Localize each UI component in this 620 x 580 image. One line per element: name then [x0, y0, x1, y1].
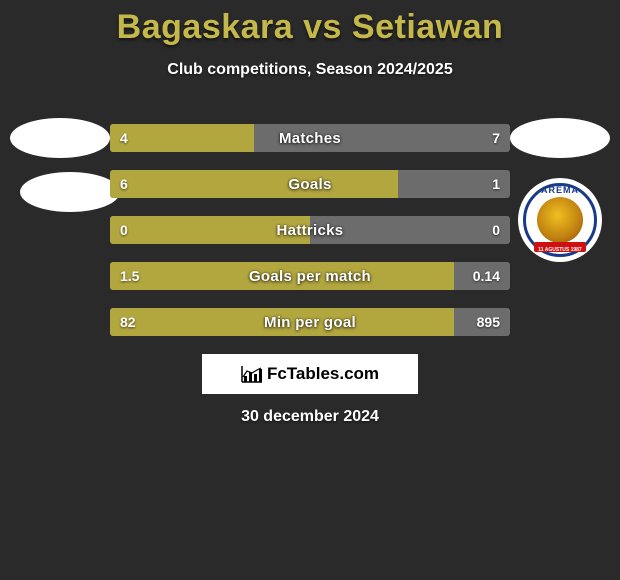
bar-chart-icon: [241, 365, 263, 383]
title-vs: vs: [303, 8, 342, 46]
stat-label: Goals per match: [110, 262, 510, 290]
stat-label: Hattricks: [110, 216, 510, 244]
watermark-text: FcTables.com: [267, 364, 379, 384]
stat-label: Goals: [110, 170, 510, 198]
club-badge-lion-icon: [537, 197, 583, 243]
club-badge-ring: AREMA 11 AGUSTUS 1987: [523, 183, 597, 257]
watermark: FcTables.com: [202, 354, 418, 394]
stat-row: 61Goals: [110, 170, 510, 198]
stat-row: 00Hattricks: [110, 216, 510, 244]
comparison-bars: 47Matches 61Goals 00Hattricks 1.50.14Goals …: [110, 124, 510, 354]
player-left-club-badge: [20, 172, 120, 212]
stat-row: 82895Min per goal: [110, 308, 510, 336]
stat-label: Min per goal: [110, 308, 510, 336]
stat-row: 1.50.14Goals per match: [110, 262, 510, 290]
player-right-name: Setiawan: [352, 8, 503, 46]
player-left-avatar: [10, 118, 110, 158]
player-left-name: Bagaskara: [117, 8, 294, 46]
player-right-club-badge: AREMA 11 AGUSTUS 1987: [518, 178, 602, 262]
date-label: 30 december 2024: [0, 408, 620, 426]
club-badge-name: AREMA: [526, 185, 594, 195]
subtitle: Club competitions, Season 2024/2025: [0, 61, 620, 79]
page-title: Bagaskara vs Setiawan: [0, 0, 620, 47]
stat-row: 47Matches: [110, 124, 510, 152]
club-badge-ribbon-text: 11 AGUSTUS 1987: [526, 247, 594, 253]
player-right-avatar: [510, 118, 610, 158]
stat-label: Matches: [110, 124, 510, 152]
